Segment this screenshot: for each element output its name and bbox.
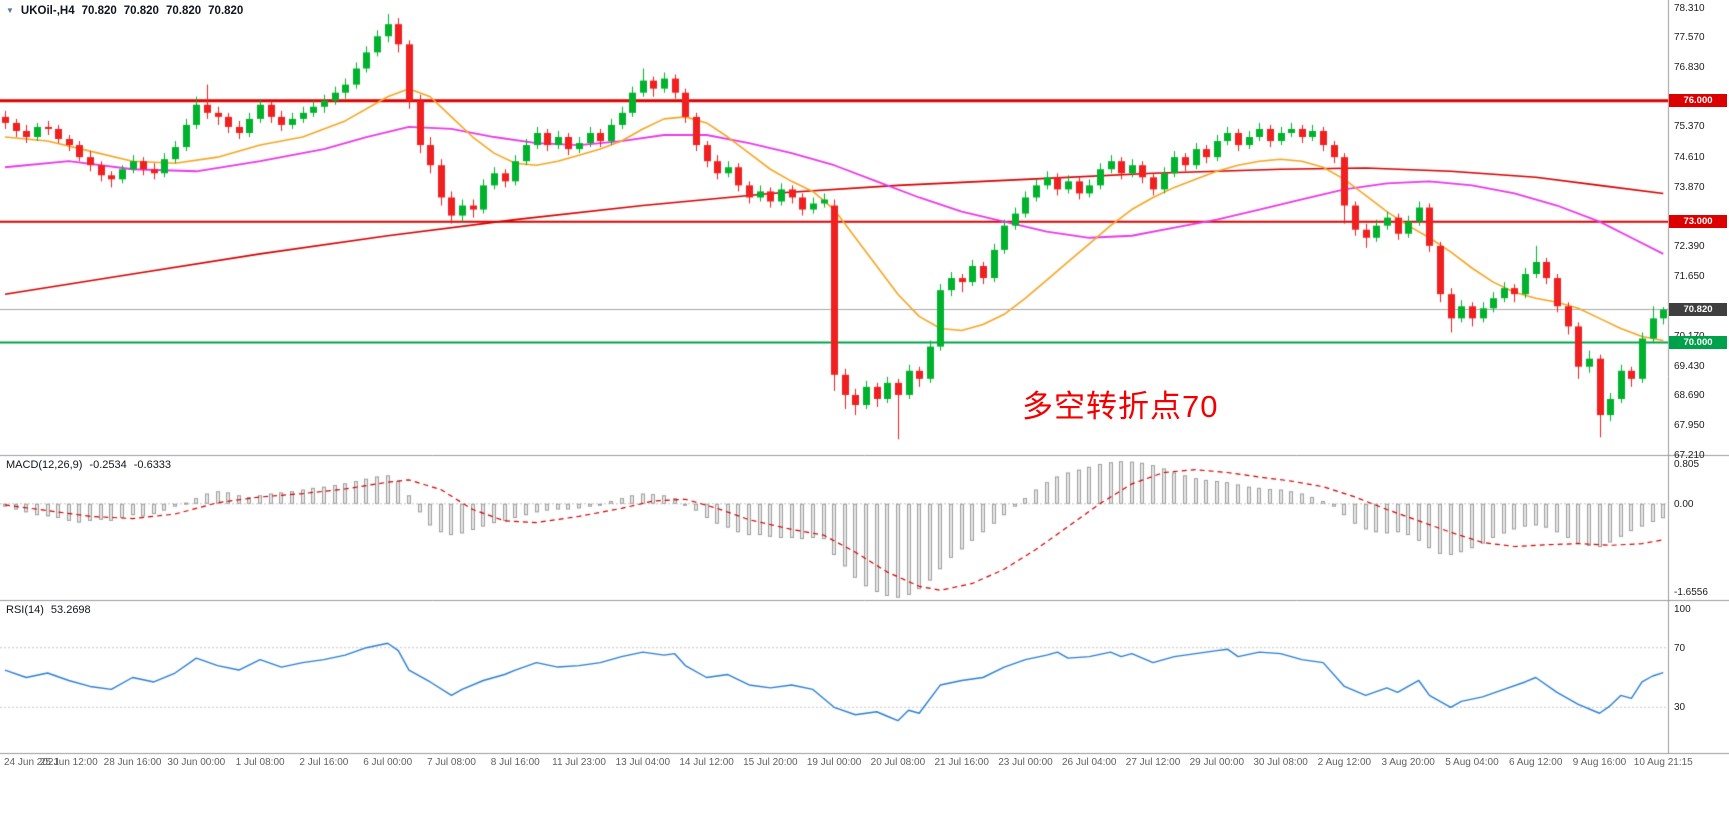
time-axis-label: 15 Jul 20:00 — [743, 757, 798, 768]
time-axis-label: 9 Aug 16:00 — [1572, 757, 1627, 768]
time-axis-label: 23 Jul 00:00 — [998, 757, 1053, 768]
time-axis-label: 11 Jul 23:00 — [552, 757, 606, 768]
macd-signal-value: -0.6333 — [133, 459, 172, 471]
price-badge-resistance-76: 76.000 — [1669, 94, 1727, 108]
time-axis-label: 2 Jul 16:00 — [299, 757, 349, 768]
open-value: 70.820 — [81, 5, 117, 17]
time-axis-label: 26 Jul 04:00 — [1062, 757, 1117, 768]
time-axis-label: 2 Aug 12:00 — [1317, 757, 1372, 768]
price-axis-label: 74.610 — [1674, 151, 1705, 163]
time-axis-label: 14 Jul 12:00 — [679, 757, 734, 768]
time-axis-label: 6 Aug 12:00 — [1509, 757, 1563, 768]
rsi-axis-label: 100 — [1674, 604, 1691, 615]
macd-main-value: -0.2534 — [89, 459, 127, 471]
time-axis-label: 10 Aug 21:15 — [1633, 757, 1693, 768]
rsi-value: 53.2698 — [50, 604, 91, 616]
time-axis-label: 19 Jul 00:00 — [806, 757, 862, 768]
time-axis-label: 25 Jun 12:00 — [39, 757, 98, 768]
rsi-axis-label: 30 — [1674, 702, 1686, 714]
time-axis-label: 7 Jul 08:00 — [426, 757, 476, 768]
time-axis-label: 13 Jul 04:00 — [615, 757, 671, 768]
price-axis-label: 78.310 — [1674, 2, 1705, 14]
time-axis-label: 28 Jun 16:00 — [103, 757, 162, 768]
macd-axis-label: 0.805 — [1674, 459, 1700, 470]
price-axis-label: 75.370 — [1674, 121, 1705, 133]
macd-name: MACD(12,26,9) — [6, 459, 83, 471]
symbol-timeframe-label: UKOil-,H4 — [20, 5, 75, 17]
time-axis-label: 20 Jul 08:00 — [870, 757, 926, 768]
price-axis-label: 69.430 — [1674, 360, 1705, 372]
price-axis-label: 77.570 — [1674, 32, 1705, 44]
macd-axis-label: -1.6556 — [1674, 587, 1708, 598]
price-axis-label: 67.210 — [1674, 450, 1705, 461]
high-value: 70.820 — [123, 5, 159, 17]
price-axis-label: 68.690 — [1674, 390, 1705, 402]
time-axis-label: 6 Jul 00:00 — [363, 757, 413, 768]
time-axis-label: 24 Jun 2021 — [4, 757, 60, 768]
price-axis-label: 67.950 — [1674, 420, 1705, 432]
macd-axis-label: 0.00 — [1674, 498, 1694, 510]
price-axis-label: 76.830 — [1674, 62, 1705, 74]
chart-annotation-text: 多空转折点70 — [1022, 389, 1219, 424]
time-axis-label: 1 Jul 08:00 — [235, 757, 285, 768]
time-axis-label: 27 Jul 12:00 — [1125, 757, 1181, 768]
time-axis-label: 8 Jul 16:00 — [490, 757, 540, 768]
time-axis-label: 30 Jun 00:00 — [167, 757, 226, 768]
time-axis-label: 30 Jul 08:00 — [1253, 757, 1308, 768]
low-value: 70.820 — [165, 5, 202, 17]
close-value: 70.820 — [208, 5, 244, 17]
price-badge-resistance-73: 73.000 — [1669, 215, 1727, 229]
symbol-ohlc-header: ▼ UKOil-,H4 70.820 70.820 70.820 70.820 — [6, 5, 243, 17]
price-axis-label: 72.390 — [1674, 241, 1705, 253]
time-axis-label: 5 Aug 04:00 — [1445, 757, 1499, 768]
time-axis-label: 29 Jul 00:00 — [1189, 757, 1245, 768]
rsi-axis-label: 70 — [1674, 642, 1686, 654]
macd-indicator-label: MACD(12,26,9) -0.2534 -0.6333 — [6, 459, 171, 471]
rsi-indicator-label: RSI(14) 53.2698 — [6, 604, 91, 616]
time-axis-label: 3 Aug 20:00 — [1381, 757, 1435, 768]
price-badge-current-price: 70.820 — [1669, 303, 1727, 316]
rsi-name: RSI(14) — [6, 604, 44, 616]
price-badge-support-70: 70.000 — [1669, 336, 1727, 350]
time-axis-label: 21 Jul 16:00 — [934, 757, 989, 768]
price-axis-label: 73.870 — [1674, 181, 1705, 193]
chart-expand-arrow-icon[interactable]: ▼ — [6, 6, 14, 15]
price-axis-label: 71.650 — [1674, 271, 1705, 283]
